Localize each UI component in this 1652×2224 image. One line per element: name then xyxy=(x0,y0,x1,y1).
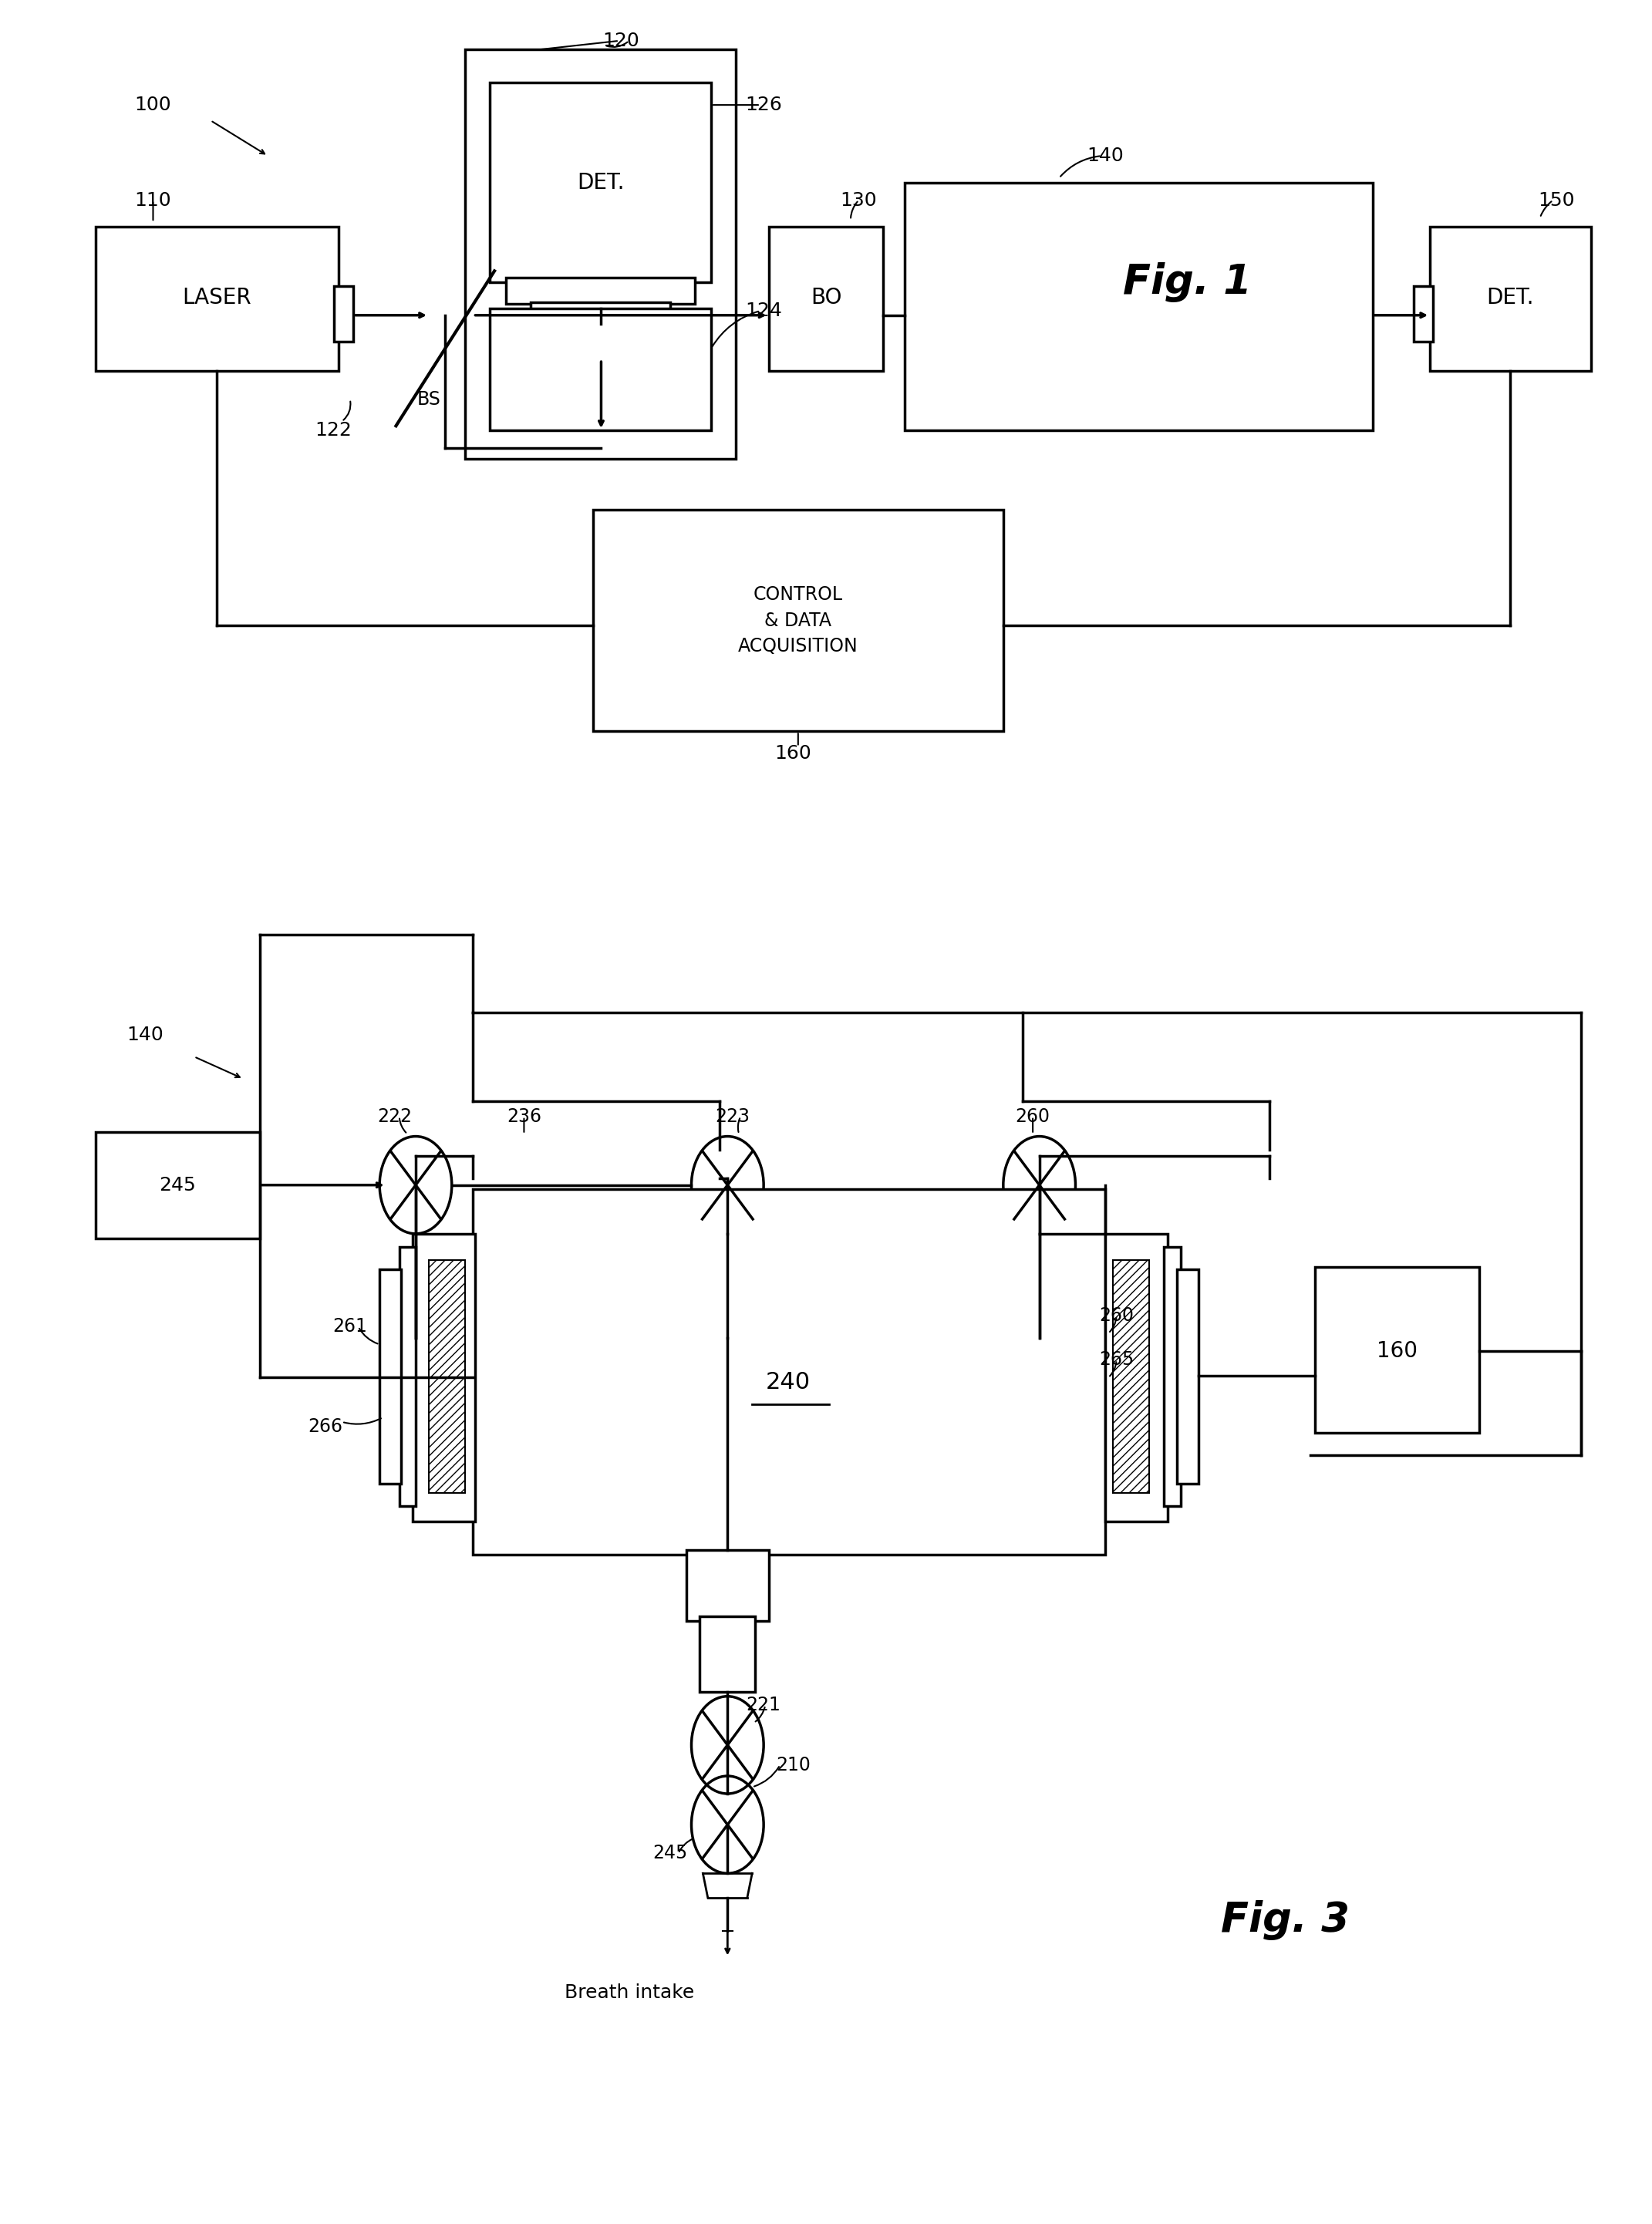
Text: BO: BO xyxy=(811,287,841,309)
Text: DET.: DET. xyxy=(1487,287,1535,309)
Text: 130: 130 xyxy=(841,191,877,209)
Bar xyxy=(472,1190,1105,1555)
Bar xyxy=(1414,287,1434,342)
Text: BS: BS xyxy=(416,389,441,409)
Bar xyxy=(489,309,710,429)
Bar xyxy=(1165,1248,1181,1506)
Bar xyxy=(380,1270,401,1483)
Text: LASER: LASER xyxy=(182,287,251,309)
Bar xyxy=(1178,1270,1199,1483)
Text: Fig. 3: Fig. 3 xyxy=(1221,1899,1350,1939)
Text: 236: 236 xyxy=(507,1108,542,1125)
Bar xyxy=(96,227,339,371)
Bar xyxy=(1113,1261,1150,1492)
Text: 120: 120 xyxy=(603,31,639,49)
Bar xyxy=(489,82,710,282)
Text: Fig. 1: Fig. 1 xyxy=(1123,262,1252,302)
Text: 261: 261 xyxy=(332,1317,367,1337)
Bar xyxy=(593,509,1003,732)
Bar xyxy=(699,1617,755,1692)
Text: 240: 240 xyxy=(767,1370,811,1392)
Text: 140: 140 xyxy=(1087,147,1123,165)
Text: 245: 245 xyxy=(653,1844,687,1864)
Text: Breath intake: Breath intake xyxy=(565,1984,694,2002)
Bar xyxy=(905,182,1373,429)
Text: 265: 265 xyxy=(1099,1350,1133,1370)
Bar xyxy=(530,302,671,325)
Bar xyxy=(1105,1234,1168,1521)
Text: 124: 124 xyxy=(745,302,781,320)
Text: 223: 223 xyxy=(715,1108,750,1125)
Text: 100: 100 xyxy=(135,96,172,113)
Bar xyxy=(400,1248,416,1506)
Bar xyxy=(96,1132,259,1239)
Bar xyxy=(1315,1268,1479,1432)
Text: 110: 110 xyxy=(135,191,172,209)
Text: 210: 210 xyxy=(776,1755,811,1775)
Text: 260: 260 xyxy=(1016,1108,1051,1125)
Bar xyxy=(1431,227,1591,371)
Text: 222: 222 xyxy=(377,1108,411,1125)
Text: 160: 160 xyxy=(1376,1341,1417,1361)
Text: CONTROL
& DATA
ACQUISITION: CONTROL & DATA ACQUISITION xyxy=(738,585,857,656)
Bar xyxy=(430,1261,464,1492)
Text: 126: 126 xyxy=(745,96,781,113)
Bar xyxy=(506,278,695,305)
Bar xyxy=(464,49,735,458)
Bar xyxy=(687,1550,768,1621)
Text: 150: 150 xyxy=(1538,191,1574,209)
Bar xyxy=(334,287,354,342)
Text: 245: 245 xyxy=(159,1176,197,1194)
Text: 260: 260 xyxy=(1099,1305,1133,1326)
Text: 266: 266 xyxy=(307,1417,342,1434)
Text: DET.: DET. xyxy=(578,171,624,193)
Bar xyxy=(768,227,884,371)
Text: 221: 221 xyxy=(747,1697,781,1715)
Text: 122: 122 xyxy=(316,420,352,440)
Text: 140: 140 xyxy=(127,1025,164,1043)
Bar xyxy=(413,1234,474,1521)
Text: 160: 160 xyxy=(775,745,811,763)
